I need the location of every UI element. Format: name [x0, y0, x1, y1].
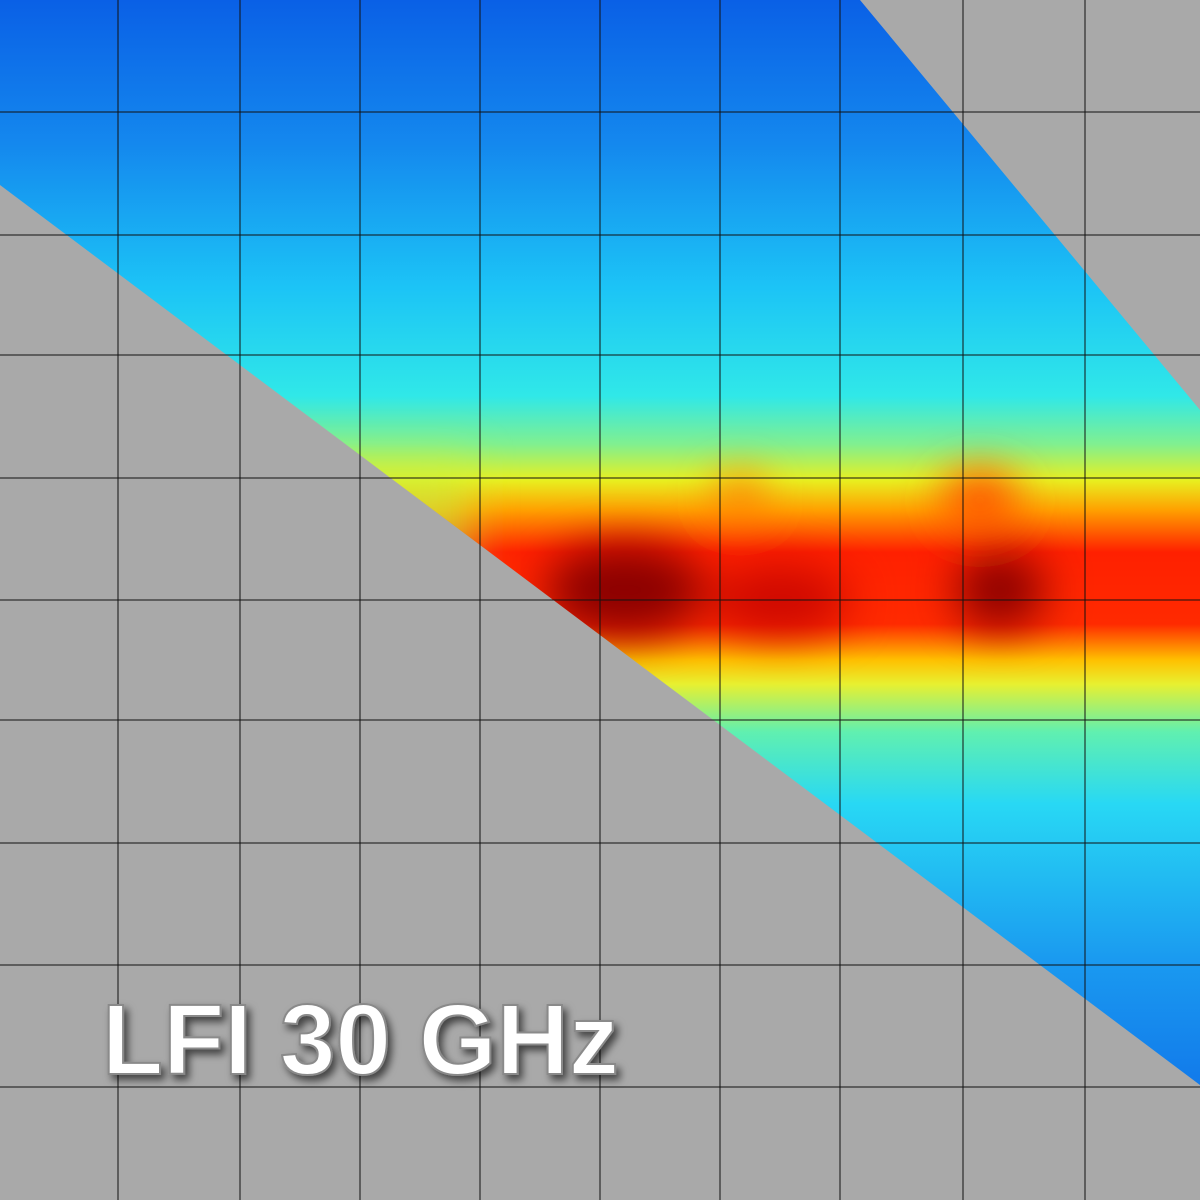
- map-label: LFI 30 GHz: [102, 984, 619, 1096]
